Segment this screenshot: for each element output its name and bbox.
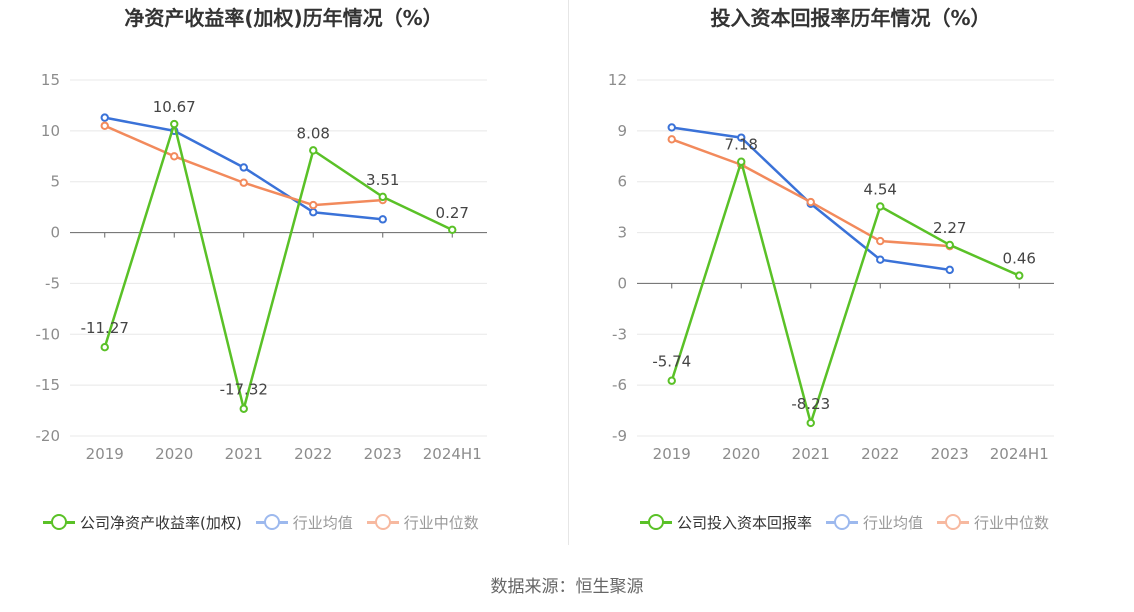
y-tick-label: -5 (45, 274, 60, 292)
legend-line-marker-icon (937, 514, 970, 530)
data-point[interactable] (1015, 271, 1024, 280)
x-tick-label: 2022 (861, 445, 899, 463)
legend-line-marker-icon (826, 514, 859, 530)
data-label: 7.18 (725, 136, 758, 154)
data-point[interactable] (170, 152, 179, 161)
data-point[interactable] (876, 236, 885, 246)
data-point[interactable] (309, 208, 318, 217)
y-tick-label: -6 (612, 376, 627, 394)
data-point[interactable] (667, 376, 676, 385)
x-tick-label: 2022 (294, 445, 332, 463)
data-point[interactable] (378, 192, 387, 202)
y-tick-label: 0 (50, 224, 60, 242)
data-point[interactable] (945, 240, 954, 250)
data-label: 0.46 (1003, 250, 1036, 268)
data-point[interactable] (309, 146, 318, 155)
roe-chart: 15 10 5 0 -5 -10 -15 -20 2019 2020 2021 2022 2023 202… (36, 71, 487, 463)
y-tick-label: -9 (612, 427, 627, 445)
legend-item-company[interactable]: 公司净资产收益率(加权) (43, 512, 242, 533)
roic-legend: 公司投入资本回报率 行业均值 行业中位数 (640, 510, 1063, 534)
data-point[interactable] (170, 119, 179, 129)
data-label: 3.51 (366, 171, 399, 189)
data-point[interactable] (945, 265, 954, 275)
x-tick-label: 2019 (86, 445, 124, 463)
legend-line-marker-icon (366, 514, 399, 530)
chart-divider (568, 0, 569, 545)
data-point[interactable] (448, 225, 457, 235)
legend-line-marker-icon (43, 514, 75, 530)
data-point[interactable] (378, 215, 387, 224)
legend-item-company[interactable]: 公司投入资本回报率 (640, 512, 812, 533)
x-tick-label: 2023 (931, 445, 969, 463)
legend-label: 行业均值 (863, 513, 924, 532)
data-label: -11.27 (81, 319, 129, 337)
legend-item-industry-average[interactable]: 行业均值 (255, 512, 353, 533)
data-label: -5.74 (652, 353, 691, 371)
data-point[interactable] (806, 418, 815, 428)
data-point[interactable] (667, 135, 676, 144)
legend-label: 公司投入资本回报率 (677, 513, 813, 532)
x-tick-label: 2019 (653, 445, 691, 463)
legend-item-industry-median[interactable]: 行业中位数 (937, 512, 1049, 533)
data-point[interactable] (876, 202, 885, 211)
y-tick-label: 15 (41, 71, 60, 89)
data-label: -8.23 (791, 395, 830, 413)
data-point[interactable] (100, 343, 109, 352)
x-tick-label: 2021 (792, 445, 830, 463)
y-tick-label: -10 (36, 325, 61, 343)
y-tick-label: 3 (617, 224, 627, 242)
y-tick-label: 6 (617, 173, 627, 191)
data-point[interactable] (309, 200, 318, 210)
y-tick-label: 0 (617, 274, 627, 292)
data-label: -17.32 (220, 381, 268, 399)
x-tick-label: 2024H1 (423, 445, 482, 463)
data-point[interactable] (806, 197, 815, 207)
series-line-2 (671, 138, 950, 248)
x-tick-label: 2023 (364, 445, 402, 463)
data-label: 4.54 (864, 180, 897, 198)
data-label: 2.27 (933, 219, 966, 237)
data-point[interactable] (737, 157, 746, 166)
data-point[interactable] (667, 123, 676, 132)
y-tick-label: -15 (36, 376, 61, 394)
x-tick-label: 2024H1 (990, 445, 1049, 463)
data-point[interactable] (100, 121, 109, 130)
y-tick-label: -20 (36, 427, 61, 445)
y-tick-label: -3 (612, 325, 627, 343)
y-tick-label: 10 (41, 122, 60, 140)
data-point[interactable] (100, 113, 109, 122)
x-tick-label: 2021 (225, 445, 263, 463)
y-tick-label: 9 (617, 122, 627, 140)
roic-chart-title: 投入资本回报率历年情况（%） (710, 6, 991, 30)
data-point[interactable] (239, 163, 248, 172)
legend-item-industry-median[interactable]: 行业中位数 (366, 512, 479, 533)
data-point[interactable] (737, 133, 746, 142)
series-line-0 (103, 122, 453, 410)
legend-label: 公司净资产收益率(加权) (80, 513, 242, 532)
legend-label: 行业均值 (292, 513, 353, 532)
legend-line-marker-icon (640, 514, 672, 530)
data-point[interactable] (239, 178, 248, 187)
series-line-0 (670, 160, 1020, 425)
data-point[interactable] (876, 255, 885, 264)
roe-legend: 公司净资产收益率(加权) 行业均值 行业中位数 (43, 510, 493, 534)
data-source-note: 数据来源：恒生聚源 (490, 577, 644, 597)
legend-label: 行业中位数 (403, 513, 479, 532)
y-tick-label: 5 (50, 173, 60, 191)
x-tick-label: 2020 (722, 445, 760, 463)
x-tick-label: 2020 (155, 445, 193, 463)
data-label: 10.67 (153, 98, 196, 116)
legend-label: 行业中位数 (974, 513, 1050, 532)
y-tick-label: 12 (608, 71, 627, 89)
roe-chart-title: 净资产收益率(加权)历年情况（%） (124, 6, 443, 30)
data-label: 0.27 (436, 204, 469, 222)
legend-item-industry-average[interactable]: 行业均值 (826, 512, 923, 533)
roic-chart: 12 9 6 3 0 -3 -6 -9 2019 2020 2021 2022 2023 2024H1 -5… (608, 71, 1054, 463)
legend-line-marker-icon (255, 514, 288, 530)
data-label: 8.08 (297, 124, 330, 142)
data-point[interactable] (239, 404, 248, 413)
